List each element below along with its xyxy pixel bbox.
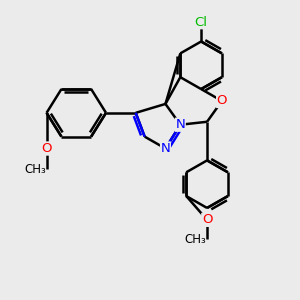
Text: N: N	[160, 142, 170, 155]
Text: CH₃: CH₃	[24, 163, 46, 176]
Text: O: O	[202, 213, 212, 226]
Text: N: N	[176, 118, 185, 131]
Text: O: O	[41, 142, 52, 155]
Text: Cl: Cl	[195, 16, 208, 29]
Text: O: O	[217, 94, 227, 107]
Text: CH₃: CH₃	[184, 233, 206, 246]
